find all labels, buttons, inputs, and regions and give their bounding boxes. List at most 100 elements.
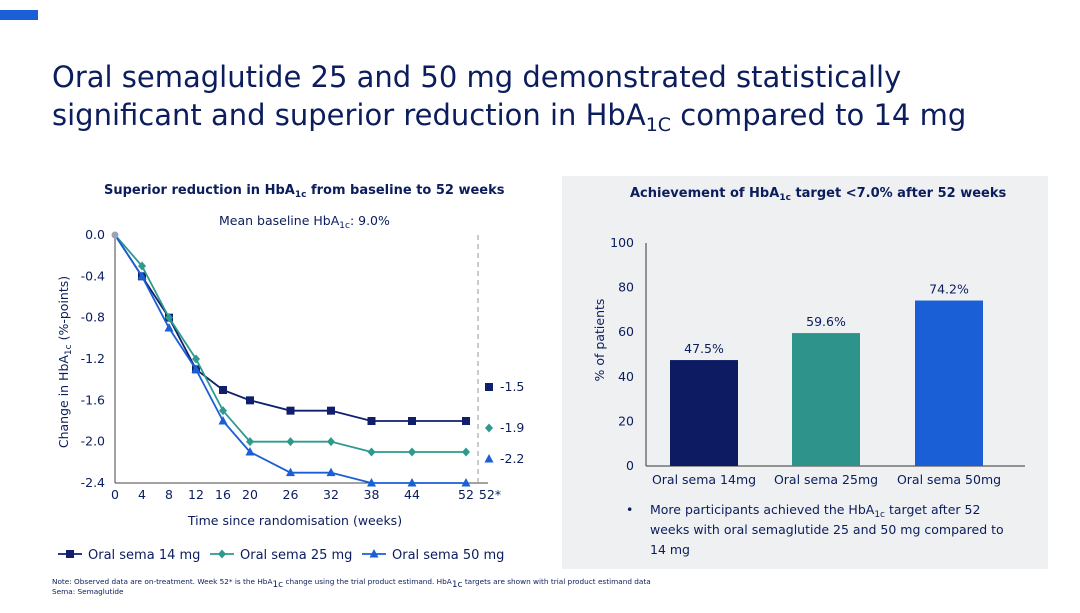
ylabel-end: (%-points) [56,276,71,345]
data-point-s3 [191,364,201,373]
y-tick-label: 0.0 [85,227,105,242]
data-point-s1 [246,396,254,405]
bar-heading-end: target <7.0% after 52 weeks [790,186,1007,201]
data-point-s2 [462,447,470,457]
data-point-s3 [326,467,336,477]
bar-data-label-2: 59.6% [806,314,846,329]
bar-y-tick-label: 80 [618,280,634,295]
data-point-s3 [407,478,417,487]
y-tick-label: -1.6 [81,392,105,407]
title-line-1: Oral semaglutide 25 and 50 mg demonstrat… [52,60,902,94]
y-tick-label: -1.2 [81,351,105,366]
data-point-s1 [408,417,416,425]
bullet-end: target after 52 weeks with oral semaglut… [650,502,1004,557]
bar-chart-heading: Achievement of HbA1c target <7.0% after … [630,186,1007,203]
title-line-2: significant and superior reduction in Hb… [52,96,1052,136]
line-chart-subheading: Mean baseline HbA1c: 9.0% [219,213,390,231]
bullet-text: More participants achieved the HbA1c tar… [650,500,1010,560]
y-tick-label: -2.4 [81,475,105,490]
line-chart-y-axis-label: Change in HbA1c (%-points) [56,276,74,448]
line-chart-heading-start: Superior reduction in HbA [104,183,295,198]
y-tick-label: -0.4 [81,268,105,283]
accent-bar [0,10,38,20]
data-point-s3 [461,478,471,487]
legend-marker-1 [66,550,74,558]
line-chart-heading: Superior reduction in HbA1c from baselin… [104,183,505,200]
data-point-s1 [327,406,335,415]
legend-marker-3 [369,549,379,558]
data-point-s3 [245,447,255,456]
data-point-s3 [137,271,147,280]
bar-y-axis-label: % of patients [592,299,607,382]
estimand-label-1: -1.5 [500,379,524,394]
data-point-s2 [367,447,376,457]
data-point-s2 [408,447,416,457]
x-tick-label: 44 [404,487,420,502]
legend-marker-2 [218,549,226,559]
footnote-part-b: change using the trial product estimand.… [283,577,452,586]
legend-label-1: Oral sema 14 mg [88,548,200,563]
data-point-s2 [286,437,295,447]
bullet-sub: 1c [874,510,885,520]
bar-data-label-3: 74.2% [929,282,969,297]
bullet-dot: • [626,502,634,517]
data-point-s1 [462,417,470,425]
data-point-s2 [219,406,227,416]
x-tick-label: 26 [283,487,299,502]
y-tick-label: -0.8 [81,310,105,325]
x-tick-label: 52* [479,487,501,502]
footnote-part-c: targets are shown with trial product est… [462,577,651,586]
bar-y-tick-label: 40 [618,369,634,384]
bar-y-tick-label: 60 [618,324,634,339]
title-subscript: 1C [645,114,672,136]
data-point-s3 [286,467,295,477]
bar-2 [792,333,860,466]
estimand-marker-1 [485,383,493,391]
estimand-marker-2 [485,423,493,433]
estimand-marker-3 [484,454,494,463]
x-tick-label: 4 [138,487,146,502]
x-tick-label: 8 [165,487,173,502]
estimand-label-2: -1.9 [500,420,524,435]
x-tick-label: 20 [242,487,258,502]
bar-category-label-2: Oral sema 25mg [774,472,878,487]
line-chart-heading-sub: 1c [294,190,307,200]
ylabel-sub: 1c [64,344,74,355]
bullet-start: More participants achieved the HbA [650,502,875,517]
subheading-end: : 9.0% [349,213,390,228]
title-line-2-start: significant and superior reduction in Hb… [52,98,646,132]
bar-category-label-3: Oral sema 50mg [897,472,1001,487]
data-point-s3 [164,323,174,332]
bar-heading-start: Achievement of HbA [630,186,780,201]
subheading-start: Mean baseline HbA [219,213,340,228]
data-point-s1 [286,406,295,415]
bar-category-label-1: Oral sema 14mg [652,472,756,487]
footnote-part-a: Note: Observed data are on-treatment. We… [52,577,273,586]
footnote-line-1: Note: Observed data are on-treatment. We… [52,577,651,590]
x-tick-label: 0 [111,487,119,502]
line-chart-x-axis-label: Time since randomisation (weeks) [187,513,402,528]
data-point-s1 [367,417,376,425]
bar-y-tick-label: 20 [618,413,634,428]
line-chart-heading-end: from baseline to 52 weeks [306,183,505,198]
legend-label-2: Oral sema 25 mg [240,548,352,563]
x-tick-label: 32 [323,487,339,502]
bar-data-label-1: 47.5% [684,341,724,356]
x-tick-label: 16 [215,487,231,502]
data-point-s3 [367,478,376,487]
data-point-s2 [246,437,254,447]
footnote-sub-1: 1c [272,580,284,590]
baseline-point [111,231,119,239]
bar-y-tick-label: 100 [610,235,634,250]
x-tick-label: 38 [364,487,380,502]
bar-heading-sub: 1c [779,193,791,203]
line-chart: 0.0 -0.4 -0.8 -1.2 -1.6 -2.0 -2.4 0 4 8 12 16 20 26 32… [56,227,524,563]
ylabel-start: Change in HbA [56,355,71,449]
data-point-s2 [138,261,146,271]
bar-1 [670,360,738,466]
data-point-s2 [327,437,335,447]
footnote-line-2: Sema: Semaglutide [52,587,124,596]
x-tick-label: 12 [188,487,204,502]
x-tick-label: 52 [458,487,474,502]
